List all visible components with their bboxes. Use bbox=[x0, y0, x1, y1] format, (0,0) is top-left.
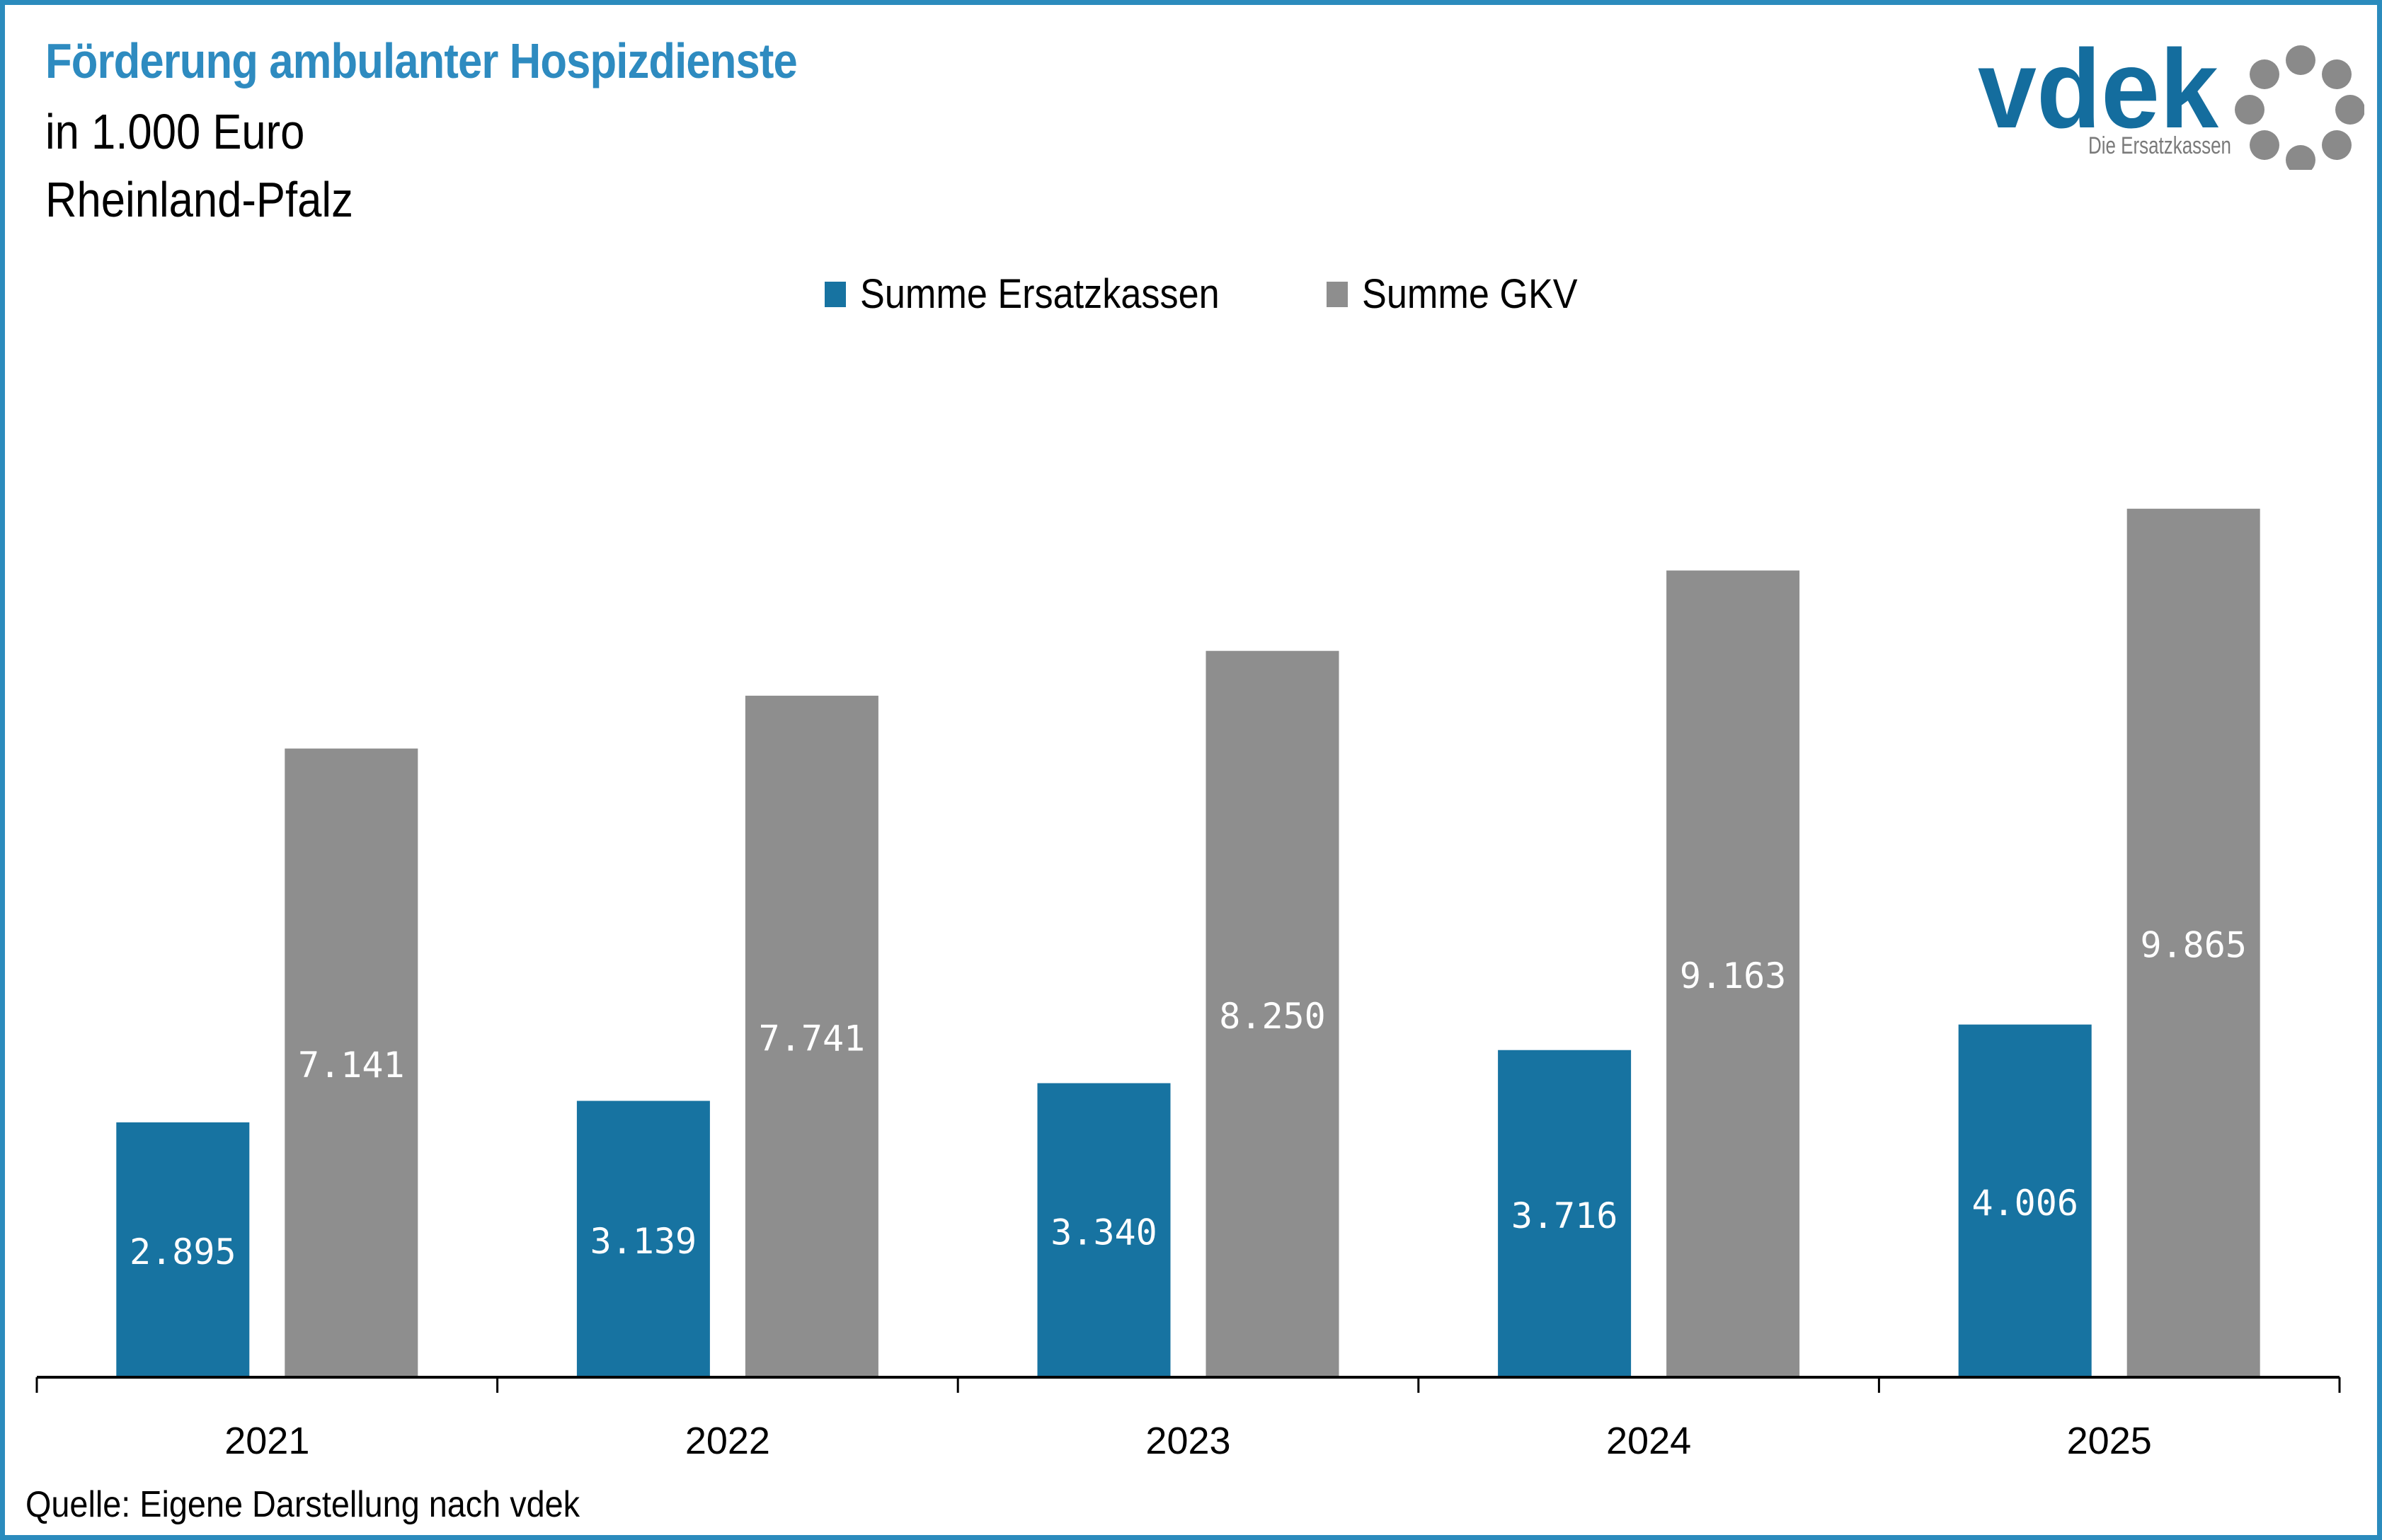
chart-title: Förderung ambulanter Hospizdienste bbox=[45, 33, 798, 88]
x-tick-label-2024: 2024 bbox=[1606, 1420, 1691, 1462]
logo-wordmark: vdek bbox=[1978, 27, 2219, 151]
bar-ersatzkassen-2024[interactable] bbox=[1498, 1050, 1632, 1377]
chart-subtitle-unit: in 1.000 Euro bbox=[45, 104, 305, 159]
bar-gkv-2024[interactable] bbox=[1666, 570, 1800, 1377]
x-tick-label-2025: 2025 bbox=[2067, 1420, 2152, 1462]
x-tick-label-2021: 2021 bbox=[224, 1420, 309, 1462]
bar-ersatzkassen-2022[interactable] bbox=[576, 1101, 710, 1377]
bar-ersatzkassen-2021[interactable] bbox=[116, 1122, 250, 1377]
legend-swatch-ersatzkassen bbox=[825, 281, 846, 307]
bar-gkv-2021[interactable] bbox=[285, 748, 418, 1377]
legend-item-ersatzkassen[interactable]: Summe Ersatzkassen bbox=[825, 270, 1259, 318]
source-note: Quelle: Eigene Darstellung nach vdek bbox=[25, 1484, 580, 1525]
data-label-gkv-2021: 7.141 bbox=[298, 1045, 405, 1086]
data-label-ersatzkassen-2023: 3.340 bbox=[1050, 1212, 1157, 1253]
chart-legend: Summe Ersatzkassen Summe GKV bbox=[825, 270, 1669, 318]
x-tick-label-2023: 2023 bbox=[1145, 1420, 1230, 1462]
legend-label-ersatzkassen: Summe Ersatzkassen bbox=[860, 271, 1220, 317]
data-label-gkv-2023: 8.250 bbox=[1219, 996, 1326, 1037]
data-label-gkv-2022: 7.741 bbox=[759, 1018, 866, 1059]
data-label-gkv-2025: 9.865 bbox=[2140, 924, 2247, 965]
logo-tagline: Die Ersatzkassen bbox=[2088, 132, 2231, 159]
legend-label-gkv: Summe GKV bbox=[1362, 271, 1578, 317]
data-label-ersatzkassen-2024: 3.716 bbox=[1511, 1195, 1618, 1236]
data-label-ersatzkassen-2025: 4.006 bbox=[1971, 1183, 2078, 1224]
bar-gkv-2025[interactable] bbox=[2126, 508, 2260, 1378]
data-label-ersatzkassen-2021: 2.895 bbox=[130, 1231, 236, 1272]
bar-ersatzkassen-2023[interactable] bbox=[1037, 1083, 1171, 1377]
ring-of-dots-icon bbox=[2235, 45, 2364, 170]
chart-subtitle-region: Rheinland-Pfalz bbox=[45, 172, 353, 227]
data-label-gkv-2024: 9.163 bbox=[1680, 955, 1787, 996]
bar-ersatzkassen-2025[interactable] bbox=[1958, 1024, 2092, 1377]
bar-gkv-2022[interactable] bbox=[745, 696, 878, 1377]
bar-gkv-2023[interactable] bbox=[1206, 650, 1339, 1378]
legend-swatch-gkv bbox=[1327, 281, 1349, 307]
vdek-logo: vdek Die Ersatzkassen bbox=[1978, 27, 2364, 170]
x-tick-label-2022: 2022 bbox=[685, 1420, 770, 1462]
data-label-ersatzkassen-2022: 3.139 bbox=[590, 1221, 697, 1262]
legend-item-gkv[interactable]: Summe GKV bbox=[1327, 270, 1601, 318]
